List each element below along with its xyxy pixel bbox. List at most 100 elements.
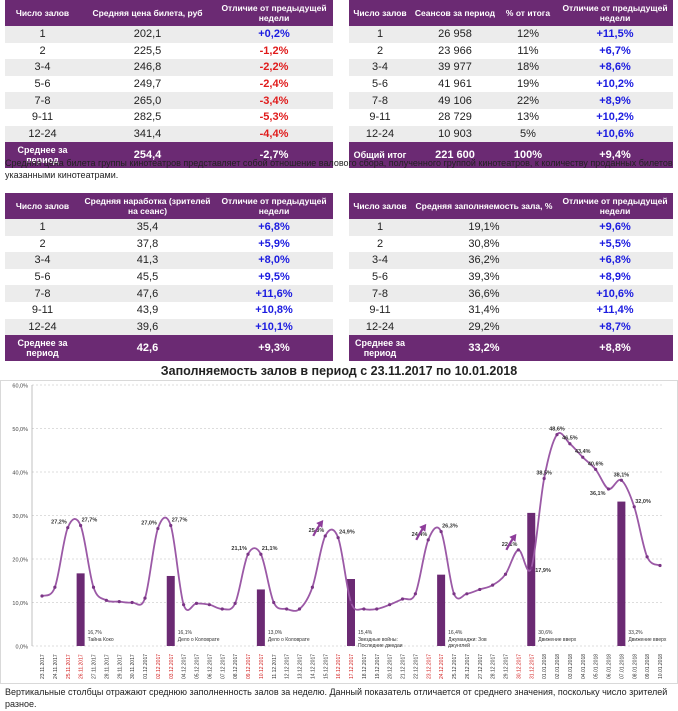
- col-header: Средняя цена билета, руб: [80, 0, 215, 26]
- table-cell: 7-8: [349, 92, 411, 109]
- data-point: [362, 607, 366, 611]
- table-row: 9-11 43,9 +10,8%: [5, 301, 333, 319]
- x-tick-label: 30.11.2017: [130, 654, 136, 679]
- data-point: [66, 526, 70, 530]
- x-tick-label: 09.01.2018: [645, 654, 651, 679]
- table-cell: 1: [349, 26, 411, 43]
- weekly-bar: [256, 589, 265, 646]
- table-cell: 12-24: [349, 318, 411, 336]
- total-cell: 254,4: [80, 142, 215, 169]
- data-point: [220, 607, 224, 611]
- table-cell: +6,8%: [215, 219, 333, 236]
- y-tick-label: 0,0%: [15, 645, 28, 651]
- table-cell: +5,5%: [557, 235, 673, 253]
- data-point: [542, 476, 546, 481]
- data-point: [207, 603, 211, 607]
- table-cell: +8,7%: [557, 318, 673, 336]
- data-point: [645, 555, 649, 559]
- table-cell: +10,1%: [215, 318, 333, 336]
- data-point: [297, 607, 302, 611]
- data-point: [413, 592, 417, 596]
- point-value-label: 17,9%: [535, 568, 551, 574]
- bar-film-label: Движение вверх: [538, 637, 576, 643]
- total-cell: +8,8%: [557, 335, 673, 362]
- point-value-label: 21,1%: [231, 546, 247, 552]
- table-cell: -3,4%: [215, 92, 333, 109]
- point-value-label: 26,3%: [442, 524, 458, 530]
- data-point: [555, 432, 559, 437]
- y-tick-label: 10,0%: [12, 601, 28, 607]
- total-cell: Среднее за период: [5, 142, 80, 169]
- y-tick-label: 20,0%: [12, 558, 28, 564]
- table-cell: 18%: [499, 59, 557, 76]
- data-point: [143, 596, 147, 600]
- data-point: [658, 563, 662, 568]
- table-cell: 202,1: [80, 26, 215, 43]
- weekly-bar: [76, 573, 85, 646]
- total-cell: 100%: [499, 142, 557, 169]
- data-point: [194, 601, 199, 605]
- x-tick-label: 03.12.2017: [169, 654, 175, 679]
- table-cell: +10,2%: [557, 108, 673, 126]
- bar-film-label: Звездные войны:: [358, 636, 398, 643]
- x-tick-label: 07.01.2018: [619, 654, 625, 679]
- table-row: 1 35,4 +6,8%: [5, 219, 333, 236]
- table-cell: 5-6: [5, 268, 80, 286]
- weekly-bar: [617, 501, 626, 646]
- table-cell: -1,2%: [215, 42, 333, 60]
- col-header: Средняя заполняемость зала, %: [411, 193, 557, 219]
- table-cell: +10,6%: [557, 285, 673, 302]
- table-row: 2 225,5 -1,2%: [5, 42, 333, 60]
- table-cell: 9-11: [5, 108, 80, 126]
- table-cell: 41 961: [411, 75, 499, 93]
- table-cell: 1: [349, 219, 411, 236]
- table-cell: +0,2%: [215, 26, 333, 43]
- data-point: [79, 523, 83, 528]
- total-cell: Общий итог: [349, 142, 411, 169]
- col-header: Число залов: [349, 193, 411, 219]
- avg-ticket-price-table: Число залов Средняя цена билета, руб Отл…: [5, 0, 333, 169]
- table-cell: 9-11: [349, 301, 411, 319]
- table-row: 9-11 282,5 -5,3%: [5, 108, 333, 126]
- bar-film-label: Последние джедаи: [358, 643, 403, 649]
- table-cell: 1: [5, 26, 80, 43]
- table-cell: 3-4: [349, 59, 411, 76]
- table-cell: 45,5: [80, 268, 215, 286]
- table-cell: 43,9: [80, 301, 215, 319]
- point-value-label: 32,0%: [635, 499, 651, 505]
- x-tick-label: 28.11.2017: [104, 654, 110, 679]
- y-tick-label: 60,0%: [12, 384, 28, 390]
- table-cell: 225,5: [80, 42, 215, 60]
- data-point: [182, 603, 186, 607]
- table-cell: 29,2%: [411, 318, 557, 336]
- x-tick-label: 23.12.2017: [426, 654, 432, 679]
- chart-note: Вертикальные столбцы отражают среднюю за…: [5, 687, 668, 709]
- table-cell: 12-24: [5, 318, 80, 336]
- table-cell: 47,6: [80, 285, 215, 302]
- table-cell: 35,4: [80, 219, 215, 236]
- x-tick-label: 29.11.2017: [117, 654, 123, 679]
- total-row: Среднее за период 42,6 +9,3%: [5, 335, 333, 362]
- data-point: [336, 536, 340, 540]
- x-tick-label: 09.12.2017: [246, 654, 252, 679]
- bar-value-label: 16,1%: [178, 630, 193, 636]
- point-value-label: 38,5%: [536, 471, 552, 477]
- data-point: [323, 534, 327, 538]
- x-tick-label: 21.12.2017: [401, 654, 407, 679]
- avg-audience-table: Число залов Средняя наработка (зрителей …: [5, 193, 333, 362]
- data-point: [478, 587, 482, 592]
- sessions-table: Число залов Сеансов за период % от итога…: [349, 0, 673, 169]
- hall-occupancy-table: Число залов Средняя заполняемость зала, …: [349, 193, 673, 362]
- point-value-label: 48,6%: [549, 427, 565, 433]
- x-tick-label: 14.12.2017: [310, 654, 316, 679]
- table-cell: 246,8: [80, 59, 215, 76]
- table-cell: 2: [349, 235, 411, 253]
- table-cell: 3-4: [5, 59, 80, 76]
- x-tick-label: 15.12.2017: [323, 654, 329, 679]
- table-cell: 5-6: [349, 75, 411, 93]
- total-cell: 221 600: [411, 142, 499, 169]
- table-cell: 19,1%: [411, 219, 557, 236]
- x-tick-label: 26.12.2017: [465, 654, 471, 679]
- bar-value-label: 16,7%: [88, 630, 103, 636]
- table-cell: 10 903: [411, 125, 499, 143]
